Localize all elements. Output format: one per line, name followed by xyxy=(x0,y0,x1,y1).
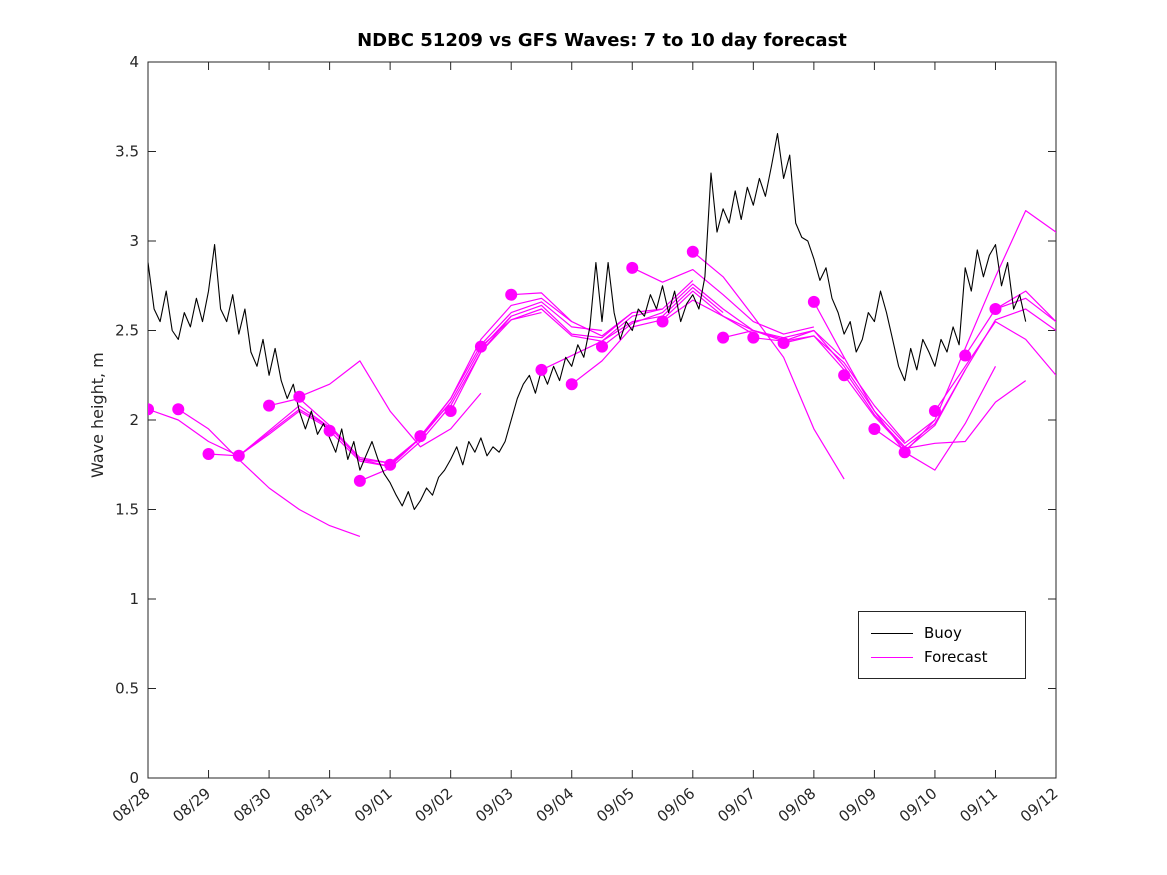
forecast-line xyxy=(480,308,663,348)
y-tick-label: 0.5 xyxy=(115,680,139,698)
forecast-marker xyxy=(474,340,487,353)
x-tick-label: 09/12 xyxy=(1017,784,1062,826)
forecast-line-sample xyxy=(871,656,913,658)
legend-label-buoy: Buoy xyxy=(924,624,962,642)
forecast-marker xyxy=(807,295,820,308)
x-tick-label: 08/28 xyxy=(109,784,154,826)
legend: Buoy Forecast xyxy=(858,611,1026,679)
forecast-line xyxy=(177,408,361,537)
plot-data-layer xyxy=(148,133,1056,537)
x-tick-label: 09/04 xyxy=(533,784,578,826)
x-tick-label: 09/01 xyxy=(351,784,396,826)
buoy-line-sample xyxy=(871,632,913,634)
x-tick-label: 09/02 xyxy=(412,784,457,826)
forecast-line xyxy=(783,335,966,448)
forecast-line xyxy=(995,290,1056,323)
forecast-line xyxy=(843,374,1027,450)
forecast-marker xyxy=(263,399,276,412)
legend-item-forecast: Forecast xyxy=(871,645,1013,669)
x-tick-label: 09/09 xyxy=(835,784,880,826)
y-tick-label: 3.5 xyxy=(115,143,139,161)
forecast-marker xyxy=(838,369,851,382)
forecast-marker xyxy=(928,405,941,418)
forecast-line xyxy=(934,321,1056,412)
forecast-line xyxy=(299,360,482,448)
x-tick-label: 09/07 xyxy=(714,784,759,826)
forecast-marker xyxy=(172,403,185,416)
forecast-marker xyxy=(626,261,639,274)
forecast-line xyxy=(904,210,1056,453)
x-tick-label: 09/08 xyxy=(775,784,820,826)
forecast-marker xyxy=(717,331,730,344)
forecast-marker xyxy=(898,446,911,459)
buoy-line xyxy=(148,133,1027,511)
forecast-marker xyxy=(232,449,245,462)
forecast-marker xyxy=(444,405,457,418)
x-tick-label: 08/30 xyxy=(230,784,275,826)
forecast-marker xyxy=(505,288,518,301)
forecast-line xyxy=(148,408,330,457)
forecast-marker xyxy=(686,245,699,258)
y-tick-label: 4 xyxy=(129,53,139,71)
x-tick-label: 09/05 xyxy=(593,784,638,826)
forecast-marker xyxy=(656,315,669,328)
forecast-marker xyxy=(868,422,881,435)
y-tick-label: 1 xyxy=(129,590,139,608)
forecast-line xyxy=(662,299,845,360)
forecast-marker xyxy=(777,337,790,350)
forecast-marker xyxy=(596,340,608,353)
chart-title: NDBC 51209 vs GFS Waves: 7 to 10 day for… xyxy=(357,30,847,51)
forecast-marker xyxy=(989,303,1002,316)
y-tick-label: 3 xyxy=(129,232,139,250)
forecast-line xyxy=(359,312,542,482)
x-tick-label: 09/10 xyxy=(896,784,941,826)
forecast-marker xyxy=(535,363,548,376)
y-tick-label: 0 xyxy=(129,769,139,787)
forecast-marker xyxy=(747,331,760,344)
forecast-marker xyxy=(323,424,336,437)
y-tick-label: 2 xyxy=(129,411,139,429)
forecast-marker xyxy=(565,378,578,391)
forecast-line xyxy=(692,251,845,480)
forecast-marker xyxy=(959,349,972,362)
forecast-line xyxy=(419,301,603,437)
forecast-marker xyxy=(414,430,427,443)
forecast-line xyxy=(874,308,1056,451)
x-tick-label: 09/11 xyxy=(956,784,1001,826)
forecast-line xyxy=(329,315,512,468)
forecast-marker xyxy=(353,474,366,487)
forecast-line xyxy=(632,267,815,335)
legend-label-forecast: Forecast xyxy=(924,648,988,666)
forecast-marker xyxy=(384,458,397,471)
forecast-marker xyxy=(148,403,154,416)
y-tick-label: 2.5 xyxy=(115,322,139,340)
forecast-line xyxy=(964,297,1056,356)
x-tick-label: 08/31 xyxy=(290,784,335,826)
legend-item-buoy: Buoy xyxy=(871,621,1013,645)
forecast-marker xyxy=(202,448,215,461)
forecast-line xyxy=(541,286,724,371)
y-tick-label: 1.5 xyxy=(115,501,139,519)
x-tick-label: 09/06 xyxy=(654,784,699,826)
x-tick-label: 09/03 xyxy=(472,784,517,826)
forecast-line xyxy=(813,301,997,471)
forecast-line xyxy=(511,279,694,337)
forecast-marker xyxy=(293,390,306,403)
x-tick-label: 08/29 xyxy=(169,784,214,826)
